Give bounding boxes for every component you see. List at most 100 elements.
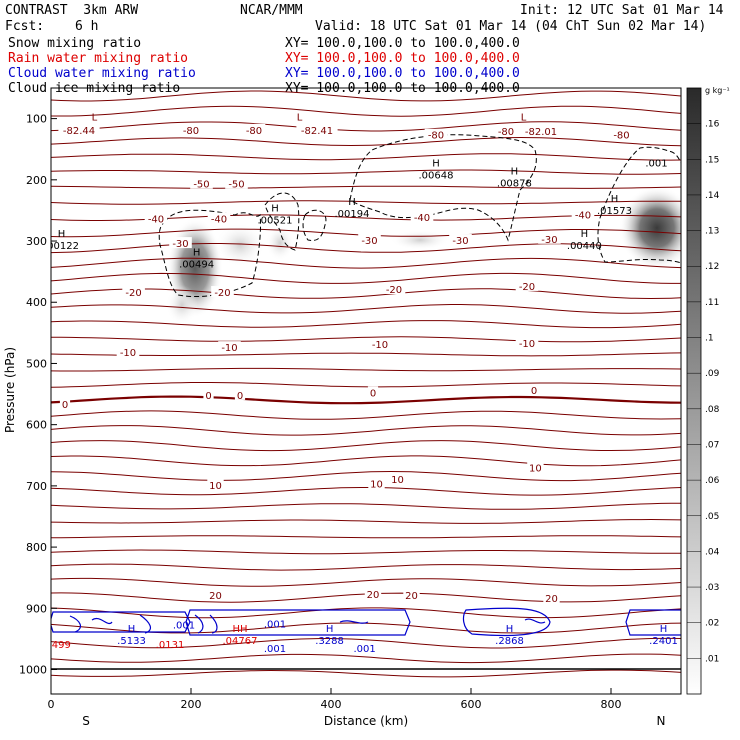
temperature-contours [51,90,681,678]
temperature-contour-label: -20 [386,285,402,296]
isotherm-line [51,549,681,555]
extremum-value: .001 [353,644,375,655]
contour-annotations: -82.44 -80 -80 -82.41 -80 -80 -82.01 -80 -50 -50 -… [42,113,678,655]
colorbar-level-label: .06 [705,476,720,486]
temperature-contour-label: -80 [498,127,514,138]
contour-label-bg [389,472,406,484]
forecast-label: Fcst: [5,19,45,34]
field-xy-cloud-water: XY= 100.0,100.0 to 100.0,400.0 [285,66,520,81]
colorbar-level-label: .15 [705,155,719,165]
extremum-value: .3499 [42,640,71,651]
colorbar-level-label: .08 [705,405,720,415]
x-axis-title: Distance (km) [324,714,408,728]
cloud-ice-contour-north [597,146,681,264]
contour-label-bg [367,386,379,398]
extremum-marker: H [506,624,514,635]
isotherm-line [51,577,681,587]
y-tick-label: 200 [26,174,47,187]
extremum-value: .001 [264,644,286,655]
temperature-contour-label: -80 [183,126,199,137]
x-tick-label: 200 [181,698,202,711]
temperature-contour-label: -30 [541,235,557,246]
extremum-marker: H [348,197,356,208]
temperature-contour-label: -10 [120,348,136,359]
contour-label-bg [610,128,633,140]
isotherm-line [51,395,681,405]
contour-label-bg [225,177,248,189]
isotherm-line [51,637,681,649]
contour-label-bg [122,286,145,298]
contour-label-bg [520,125,562,137]
contour-label-bg [59,398,71,410]
isotherm-line [51,153,681,161]
y-tick-label: 1000 [19,664,47,677]
extremum-value: .001 [645,158,667,169]
contour-label-bg [410,210,434,222]
isotherm-line [51,382,681,388]
extremum-value: .001 [264,619,286,630]
cloud-water-contour-2 [185,609,411,636]
isotherm-line [51,535,681,539]
isotherm-line [51,272,681,284]
contour-label-bg [368,338,392,350]
contour-label-bg [368,477,385,489]
isotherm-line [51,257,681,269]
colorbar-level-label: .03 [705,583,719,593]
isotherm-line [51,518,681,524]
isotherm-line [51,440,681,452]
colorbar-level-label: .1 [705,334,714,344]
isotherm-line [51,607,681,619]
cloud-water-contour-4 [625,609,681,636]
extremum-marker: H [128,624,136,635]
temperature-contour-label: -10 [221,343,237,354]
isotherm-line [51,425,681,436]
temperature-contour-label: -40 [211,215,227,226]
temperature-contour-label: -80 [613,131,629,142]
temperature-contour-label: -30 [361,236,377,247]
cloud-water-contour-5 [69,614,152,634]
contour-label-bg [424,128,448,140]
isotherm-line [51,185,681,189]
contour-label-bg [207,212,231,224]
x-tick-label: 0 [48,698,55,711]
contour-label-bg [144,212,168,224]
extremum-value: .2401 [649,636,678,647]
extremum-value: .00122 [44,241,79,252]
y-tick-label: 700 [26,480,47,493]
isotherm-line [51,304,681,314]
extremum-value: .01573 [597,206,632,217]
plot-frame [50,87,682,695]
snow-faint-2 [166,285,198,325]
contour-label-bg [494,125,518,137]
colorbar-level-label: .12 [705,262,719,272]
temperature-contour-label: 0 [237,391,243,402]
colorbar-level-label: .05 [705,512,719,522]
x-tick-label: 600 [461,698,482,711]
y-tick-label: 400 [26,296,47,309]
contour-label-bg [296,123,338,135]
snow-faint-3 [390,230,450,250]
temperature-contour-label: 10 [370,480,383,491]
contour-label-bg [449,234,472,246]
isotherm-line [51,288,681,300]
field-label-rain: Rain water mixing ratio [8,51,189,66]
colorbar-level-label: .11 [705,298,719,308]
isotherm-line [51,563,681,571]
extremum-marker: HH [232,624,247,635]
temperature-contour-label: -10 [372,340,388,351]
x-tick-label: 400 [321,698,342,711]
temperature-contour-label: 20 [209,591,222,602]
cloud-water-contours [51,607,681,637]
temperature-contour-label: 10 [209,481,222,492]
cloud-ice-contour-3 [302,209,327,241]
snow-maximum-north [619,186,681,270]
contour-label-bg [211,286,234,298]
extremum-marker: L [92,113,98,124]
contour-label-bg [358,234,381,246]
temperature-contour-label: -30 [172,239,188,250]
cloud-ice-contour-2 [264,192,300,251]
isotherm-line [51,352,681,357]
forecast-value: 6 h [75,19,99,34]
colorbar-level-label: .04 [705,547,720,557]
